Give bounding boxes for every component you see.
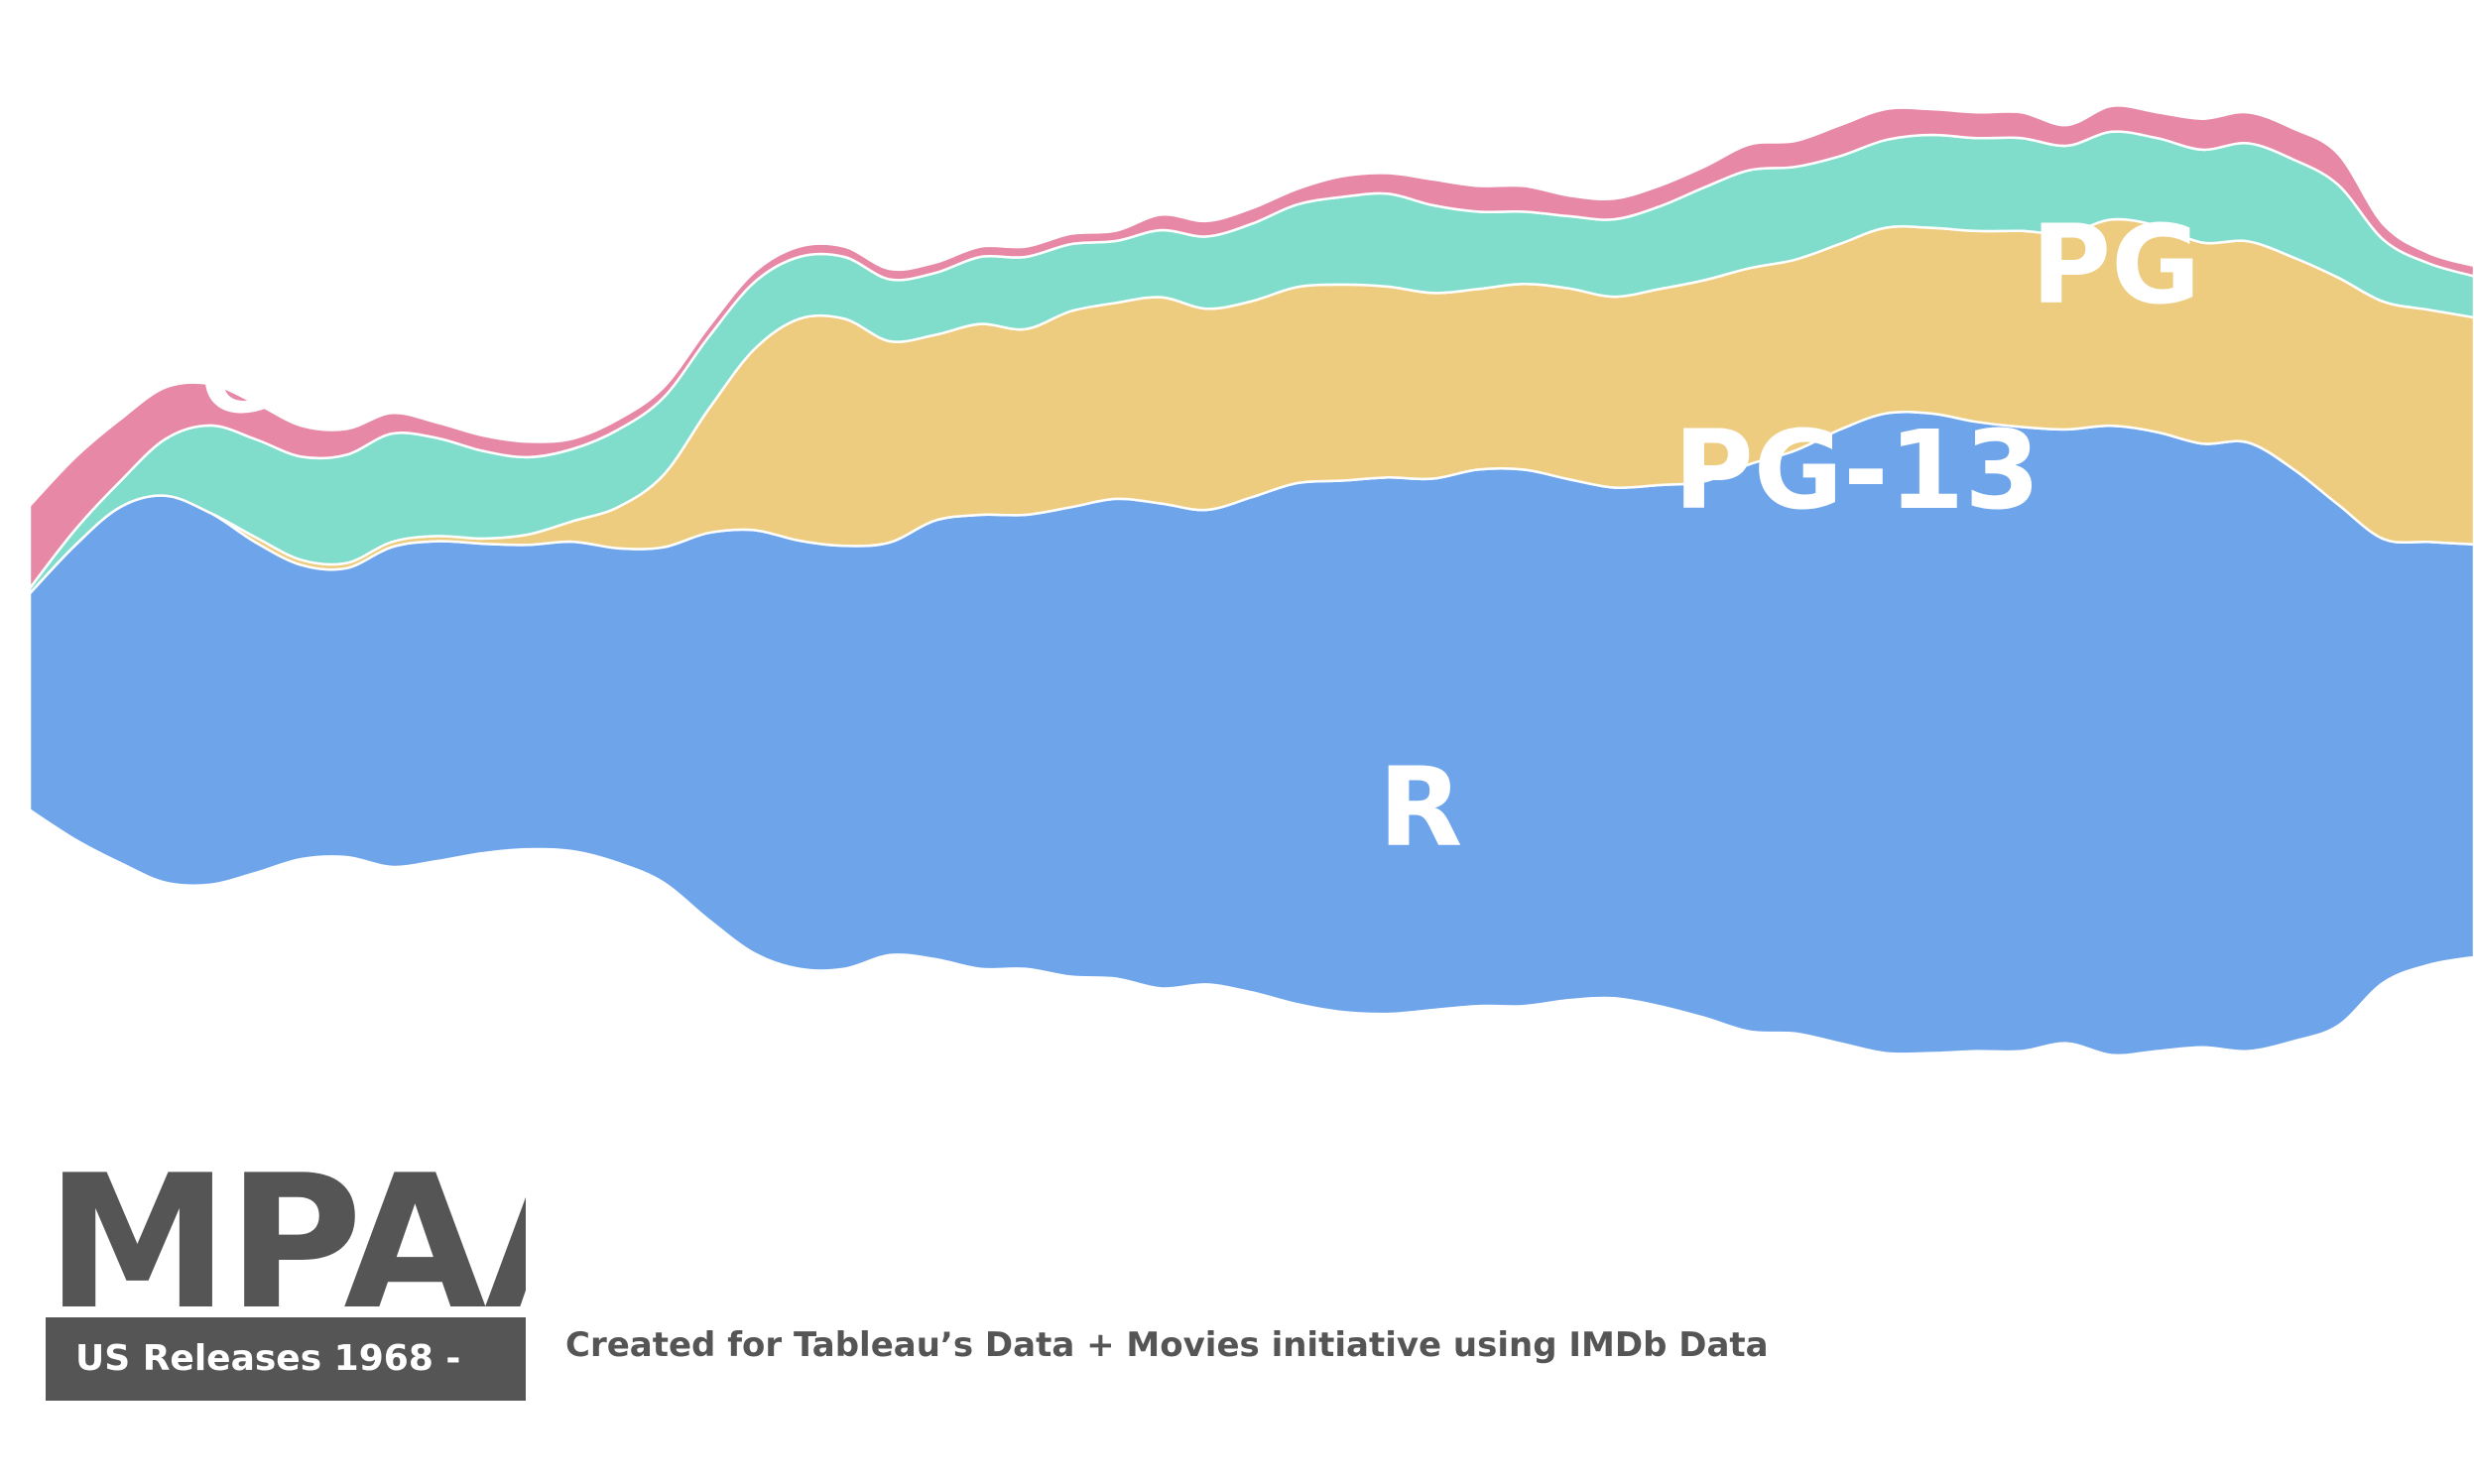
- credit-note: Created for Tableau’s Data + Movies init…: [565, 1325, 1769, 1365]
- label-r: R: [1379, 744, 1463, 871]
- title-block: MPAA US Releases 1968 - 2022: [46, 1169, 526, 1462]
- chart-title: MPAA: [46, 1169, 526, 1317]
- chart-subtitle: US Releases 1968 - 2022: [46, 1317, 526, 1462]
- label-pg-13: PG-13: [1673, 407, 2041, 534]
- label-g: G: [200, 327, 276, 433]
- stream-graph: G PG PG-13 R: [28, 104, 2474, 1057]
- stream-layer-g: [28, 104, 2474, 592]
- label-pg: PG: [2032, 201, 2201, 328]
